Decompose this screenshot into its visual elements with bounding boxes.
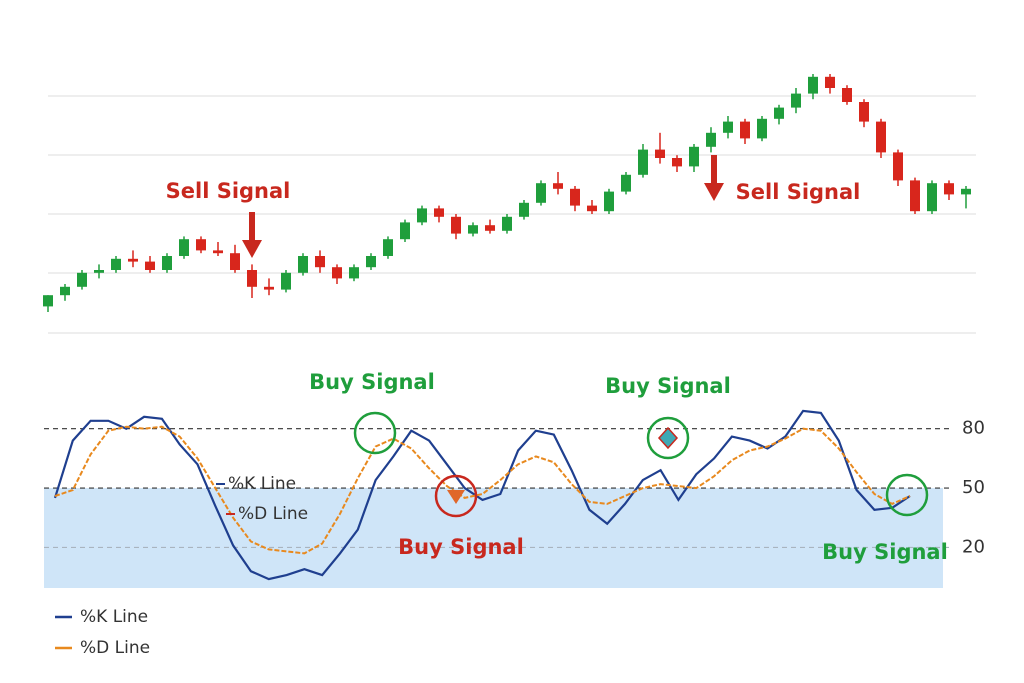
legend-label: %K Line xyxy=(80,607,148,627)
candle-body xyxy=(808,76,818,94)
candle-body xyxy=(910,180,920,212)
candle-body xyxy=(77,272,87,287)
signal-circle xyxy=(434,474,478,518)
candle-body xyxy=(264,286,274,290)
candle-body xyxy=(876,121,886,153)
candle-body xyxy=(723,121,733,133)
candle-body xyxy=(60,286,70,296)
candle-body xyxy=(655,149,665,158)
annotation: %D Line xyxy=(238,504,308,524)
candle-body xyxy=(128,258,138,262)
y-tick-label: 20 xyxy=(962,536,985,557)
candle-body xyxy=(400,222,410,240)
candle-body xyxy=(570,188,580,206)
y-tick-label: 80 xyxy=(962,418,985,439)
candle-body xyxy=(230,253,240,270)
candle-body xyxy=(519,202,529,217)
candle-body xyxy=(417,208,427,223)
candle-body xyxy=(315,256,325,268)
candle-body xyxy=(536,183,546,203)
annotation: Buy Signal xyxy=(822,540,948,564)
candle-body xyxy=(842,88,852,102)
signal-circle xyxy=(646,416,690,460)
candle-body xyxy=(672,158,682,167)
arrow-shaft xyxy=(711,155,717,185)
candle-body xyxy=(893,152,903,181)
series-line xyxy=(54,425,911,555)
candle-body xyxy=(689,146,699,167)
candle-body xyxy=(791,93,801,108)
candle-body xyxy=(553,183,563,189)
annotation: %K Line xyxy=(228,474,296,494)
signal-marker xyxy=(447,490,465,504)
price-grid xyxy=(48,95,976,334)
series-line xyxy=(53,409,911,581)
annotation: Sell Signal xyxy=(736,180,861,204)
candle-body xyxy=(604,191,614,212)
candle-body xyxy=(94,270,104,273)
arrow-head xyxy=(704,183,724,201)
candle-body xyxy=(298,256,308,273)
annotation: Buy Signal xyxy=(398,535,524,559)
candle-body xyxy=(366,256,376,268)
candle-body xyxy=(247,270,257,287)
signal-circle xyxy=(885,473,929,517)
candle-body xyxy=(145,261,155,270)
y-tick-label: 50 xyxy=(962,477,985,498)
candle-body xyxy=(638,149,648,175)
candle-body xyxy=(281,272,291,290)
candle-body xyxy=(961,188,971,195)
candle-body xyxy=(740,121,750,139)
candle-body xyxy=(825,76,835,88)
candle-body xyxy=(859,102,869,122)
candle-body xyxy=(621,174,631,192)
candle-body xyxy=(332,267,342,279)
candle-body xyxy=(162,256,172,270)
signal-circle xyxy=(353,411,397,455)
candle-body xyxy=(502,216,512,231)
arrow-shaft xyxy=(249,212,255,242)
oversold-zone xyxy=(44,488,943,588)
candle-body xyxy=(43,295,53,307)
legend-label: %D Line xyxy=(80,638,150,658)
candle-body xyxy=(468,225,478,234)
signal-marker xyxy=(657,426,679,450)
candle-body xyxy=(213,250,223,254)
candle-body xyxy=(383,239,393,256)
candle-body xyxy=(451,216,461,234)
candle-body xyxy=(111,258,121,270)
candle-body xyxy=(434,208,444,217)
candle-body xyxy=(944,183,954,195)
annotation: Buy Signal xyxy=(605,374,731,398)
candle-body xyxy=(179,239,189,256)
candle-body xyxy=(349,267,359,279)
candle-body xyxy=(757,118,767,139)
candle-body xyxy=(927,183,937,212)
candle-body xyxy=(485,225,495,231)
candle-body xyxy=(774,107,784,119)
candle-body xyxy=(706,132,716,147)
annotation: Buy Signal xyxy=(309,370,435,394)
arrow-head xyxy=(242,240,262,258)
candle-body xyxy=(196,239,206,251)
annotation: Sell Signal xyxy=(166,179,291,203)
candle-body xyxy=(587,205,597,212)
